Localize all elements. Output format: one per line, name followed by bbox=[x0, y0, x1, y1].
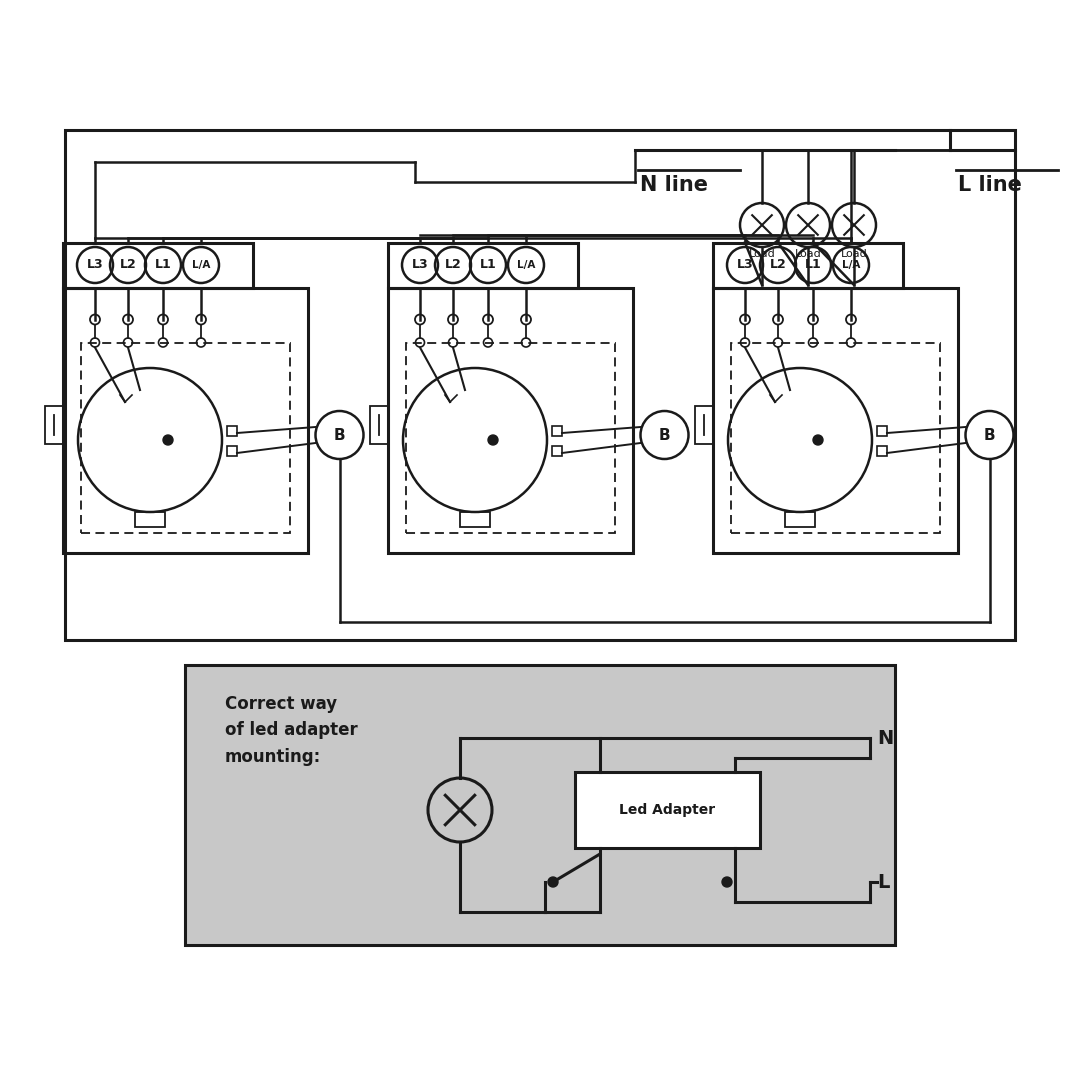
Text: L1: L1 bbox=[154, 258, 172, 271]
Bar bbox=[575, 772, 760, 848]
Circle shape bbox=[548, 877, 558, 887]
Circle shape bbox=[163, 435, 173, 445]
Text: N line: N line bbox=[640, 175, 708, 195]
Bar bbox=[63, 243, 253, 287]
Text: L/A: L/A bbox=[841, 260, 860, 270]
Text: L3: L3 bbox=[86, 258, 104, 271]
Bar bbox=[877, 446, 887, 456]
Text: B: B bbox=[659, 428, 671, 443]
Text: L: L bbox=[877, 873, 889, 891]
Bar bbox=[713, 243, 903, 287]
Bar bbox=[730, 342, 940, 532]
Bar bbox=[44, 406, 63, 444]
Text: N: N bbox=[877, 729, 893, 747]
Circle shape bbox=[488, 435, 498, 445]
Bar bbox=[65, 130, 1015, 640]
Text: Load: Load bbox=[748, 249, 775, 259]
Bar bbox=[388, 287, 633, 553]
Bar bbox=[81, 342, 289, 532]
Bar bbox=[405, 342, 615, 532]
Bar bbox=[227, 426, 237, 436]
Bar bbox=[785, 512, 815, 527]
Bar bbox=[185, 665, 895, 945]
Text: L1: L1 bbox=[805, 258, 822, 271]
Text: Led Adapter: Led Adapter bbox=[620, 804, 716, 816]
Bar bbox=[713, 287, 958, 553]
Bar bbox=[135, 512, 165, 527]
Bar bbox=[369, 406, 388, 444]
Text: Load: Load bbox=[795, 249, 822, 259]
Text: L2: L2 bbox=[445, 258, 461, 271]
Circle shape bbox=[723, 877, 732, 887]
Bar bbox=[63, 287, 308, 553]
Bar bbox=[227, 446, 237, 456]
Text: L line: L line bbox=[958, 175, 1022, 195]
Text: B: B bbox=[334, 428, 346, 443]
Text: Load: Load bbox=[840, 249, 867, 259]
Text: L/A: L/A bbox=[192, 260, 211, 270]
Text: B: B bbox=[984, 428, 996, 443]
Bar bbox=[460, 512, 490, 527]
Text: L3: L3 bbox=[411, 258, 429, 271]
Bar bbox=[694, 406, 713, 444]
Text: L1: L1 bbox=[480, 258, 497, 271]
Text: L/A: L/A bbox=[517, 260, 536, 270]
Text: L2: L2 bbox=[120, 258, 136, 271]
Bar bbox=[388, 243, 578, 287]
Text: L2: L2 bbox=[770, 258, 786, 271]
Circle shape bbox=[813, 435, 823, 445]
Bar bbox=[552, 446, 562, 456]
Bar bbox=[877, 426, 887, 436]
Text: L3: L3 bbox=[737, 258, 754, 271]
Bar bbox=[552, 426, 562, 436]
Text: Correct way
of led adapter
mounting:: Correct way of led adapter mounting: bbox=[225, 696, 357, 766]
